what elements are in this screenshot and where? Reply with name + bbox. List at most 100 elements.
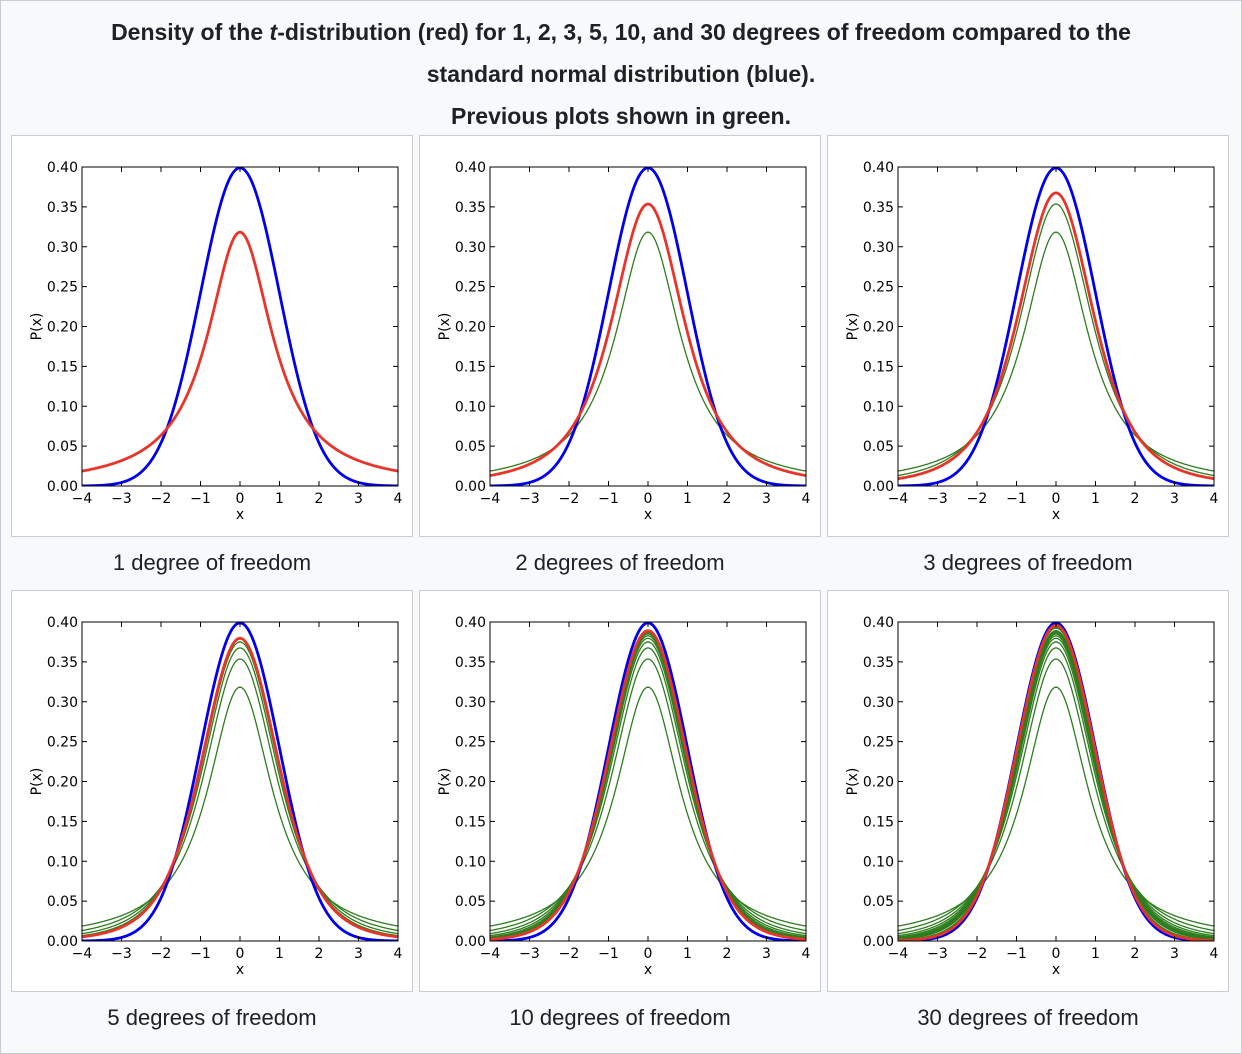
x-tick-label: −1 — [1006, 946, 1027, 962]
y-tick-label: 0.10 — [47, 399, 78, 415]
plot-panel-df-2: −4 −3 −2 −1 0 1 2 3 4 0.00 0.05 0.10 0.15 0.20 0.25 0.3… — [419, 135, 821, 537]
previous-t-curve-df-2 — [82, 658, 398, 932]
previous-t-curve-df-3 — [82, 647, 398, 935]
previous-t-curve-df-6 — [898, 635, 1214, 939]
x-tick-label: 4 — [802, 946, 811, 962]
previous-t-curve-df-8 — [490, 631, 806, 940]
y-tick-label: 0.10 — [455, 399, 486, 415]
y-tick-label: 0.25 — [863, 280, 894, 296]
y-axis-label: P(x) — [845, 768, 861, 796]
y-tick-label: 0.10 — [863, 854, 894, 870]
y-tick-label: 0.25 — [455, 280, 486, 296]
y-tick-label: 0.40 — [47, 615, 78, 631]
y-tick-label: 0.40 — [47, 160, 78, 176]
y-tick-label: 0.25 — [47, 735, 78, 751]
x-tick-label: 1 — [1091, 946, 1100, 962]
x-axis-label: x — [644, 507, 652, 523]
previous-t-curve-df-9 — [490, 630, 806, 940]
previous-t-curve-df-4 — [490, 641, 806, 937]
x-tick-label: 2 — [1131, 491, 1140, 507]
y-axis-label: P(x) — [29, 313, 45, 341]
normal-density-curve — [898, 621, 1214, 941]
normal-density-curve — [490, 621, 806, 941]
axes-frame — [489, 166, 807, 487]
previous-t-curve-df-1 — [82, 686, 398, 927]
y-tick-label: 0.40 — [863, 615, 894, 631]
density-plot: −4 −3 −2 −1 0 1 2 3 4 0.00 0.05 0.10 0.15 0.20 0.25 0.3… — [437, 160, 811, 523]
x-tick-label: 2 — [315, 491, 324, 507]
x-tick-label: −3 — [111, 491, 132, 507]
y-tick-label: 0.40 — [455, 160, 486, 176]
y-tick-label: 0.30 — [47, 240, 78, 256]
previous-t-curve-df-7 — [898, 633, 1214, 940]
x-tick-label: 0 — [644, 491, 653, 507]
y-tick-label: 0.15 — [455, 814, 486, 830]
y-tick-label: 0.15 — [455, 359, 486, 375]
x-tick-label: 3 — [762, 491, 771, 507]
y-axis-label: P(x) — [845, 313, 861, 341]
previous-t-curve-df-1 — [898, 686, 1214, 927]
previous-t-curve-df-7 — [490, 633, 806, 940]
x-tick-label: −4 — [888, 946, 909, 962]
previous-t-curve-df-1 — [490, 231, 806, 472]
y-tick-label: 0.00 — [47, 479, 78, 495]
caption-text: -distribution (red) for 1, 2, 3, 5, 10, … — [277, 19, 1131, 45]
y-tick-label: 0.35 — [455, 655, 486, 671]
y-tick-label: 0.10 — [863, 399, 894, 415]
curves — [82, 621, 398, 941]
y-tick-label: 0.30 — [863, 695, 894, 711]
x-tick-label: 3 — [1170, 946, 1179, 962]
y-tick-label: 0.05 — [863, 439, 894, 455]
y-axis-label: P(x) — [437, 313, 453, 341]
t-density-curve-df-30 — [898, 624, 1214, 941]
y-tick-label: 0.20 — [47, 775, 78, 791]
x-tick-label: 2 — [315, 946, 324, 962]
previous-t-curve-df-4 — [82, 641, 398, 937]
caption-line-1: Density of the t-distribution (red) for … — [1, 11, 1241, 53]
y-tick-label: 0.05 — [47, 439, 78, 455]
x-tick-label: 4 — [394, 946, 403, 962]
x-tick-label: −3 — [519, 946, 540, 962]
density-plot: −4 −3 −2 −1 0 1 2 3 4 0.00 0.05 0.10 0.15 0.20 0.25 0.3… — [437, 615, 811, 978]
y-tick-label: 0.35 — [863, 200, 894, 216]
x-tick-label: 4 — [1210, 491, 1219, 507]
curves — [898, 621, 1214, 941]
normal-density-curve — [82, 621, 398, 941]
x-tick-label: 3 — [354, 946, 363, 962]
previous-t-curve-df-6 — [490, 635, 806, 939]
y-tick-label: 0.10 — [455, 854, 486, 870]
y-tick-label: 0.15 — [863, 814, 894, 830]
x-tick-label: 2 — [1131, 946, 1140, 962]
y-tick-label: 0.30 — [455, 695, 486, 711]
x-tick-label: −2 — [967, 491, 988, 507]
caption-line-2: standard normal distribution (blue). — [426, 61, 816, 87]
caption-text: Density of the — [111, 19, 270, 45]
y-tick-label: 0.35 — [863, 655, 894, 671]
axes-frame — [81, 621, 399, 942]
previous-t-curve-df-3 — [490, 647, 806, 935]
x-tick-label: −1 — [190, 491, 211, 507]
y-tick-label: 0.20 — [47, 320, 78, 336]
x-tick-label: 1 — [683, 491, 692, 507]
x-tick-label: 3 — [1170, 491, 1179, 507]
previous-t-curve-df-20 — [898, 626, 1214, 941]
panel-caption-df-1: 1 degree of freedom — [112, 550, 312, 575]
y-tick-label: 0.20 — [455, 775, 486, 791]
panel-caption-df-3: 3 degrees of freedom — [923, 550, 1133, 575]
x-axis-label: x — [1052, 962, 1060, 978]
x-tick-label: −1 — [598, 946, 619, 962]
y-tick-label: 0.35 — [47, 655, 78, 671]
previous-t-curve-df-1 — [898, 231, 1214, 472]
x-tick-label: 0 — [1052, 491, 1061, 507]
x-tick-label: 4 — [802, 491, 811, 507]
curves — [490, 166, 806, 486]
y-tick-label: 0.00 — [455, 479, 486, 495]
t-density-curve-df-3 — [898, 191, 1214, 481]
x-tick-label: −4 — [480, 946, 501, 962]
x-tick-label: −3 — [519, 491, 540, 507]
y-tick-label: 0.25 — [863, 735, 894, 751]
x-tick-label: −1 — [598, 491, 619, 507]
x-tick-label: −4 — [480, 491, 501, 507]
y-tick-label: 0.40 — [455, 615, 486, 631]
y-tick-label: 0.20 — [863, 775, 894, 791]
